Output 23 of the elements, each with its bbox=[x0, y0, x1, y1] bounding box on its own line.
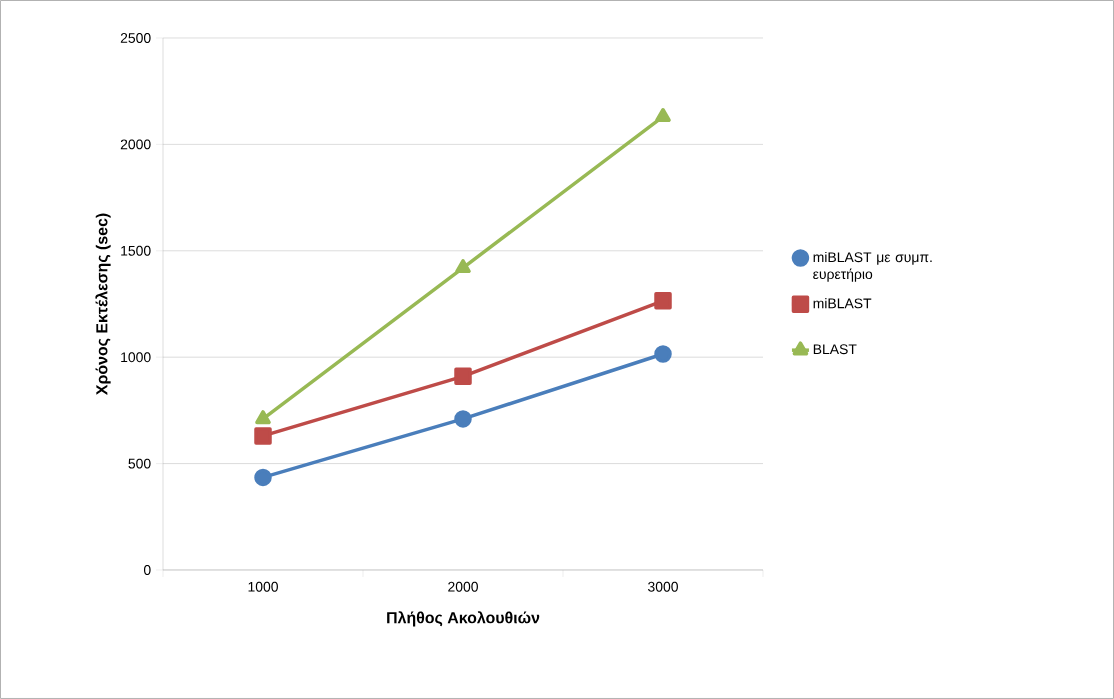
point bbox=[455, 259, 471, 274]
point bbox=[254, 427, 272, 445]
y-tick-label: 1000 bbox=[121, 352, 151, 363]
point bbox=[454, 367, 472, 386]
point bbox=[654, 345, 672, 363]
x-tick-label: 1000 bbox=[248, 581, 278, 592]
x-tick-label: 2000 bbox=[448, 581, 478, 592]
legend-label: BLAST bbox=[813, 344, 857, 355]
y-tick-label: 500 bbox=[128, 458, 151, 469]
y-tick-label: 2000 bbox=[120, 139, 151, 150]
x-tick-label: 3000 bbox=[648, 581, 678, 592]
legend-label: miBLAST με συμπ. ευρετήριο bbox=[813, 251, 932, 282]
point bbox=[654, 292, 672, 310]
point bbox=[454, 410, 472, 428]
y-tick-label: 0 bbox=[143, 565, 151, 575]
y-axis-title: Χρόνος Εκτέλεσης (sec) bbox=[95, 213, 111, 396]
y-tick-label: 1500 bbox=[121, 245, 151, 256]
point bbox=[655, 107, 671, 122]
point bbox=[255, 410, 271, 425]
x-axis-title: Πλήθος Ακολουθιών bbox=[387, 611, 540, 627]
y-tick-label: 2500 bbox=[120, 33, 151, 43]
legend-label: miBLAST bbox=[813, 298, 872, 309]
point bbox=[254, 468, 272, 487]
